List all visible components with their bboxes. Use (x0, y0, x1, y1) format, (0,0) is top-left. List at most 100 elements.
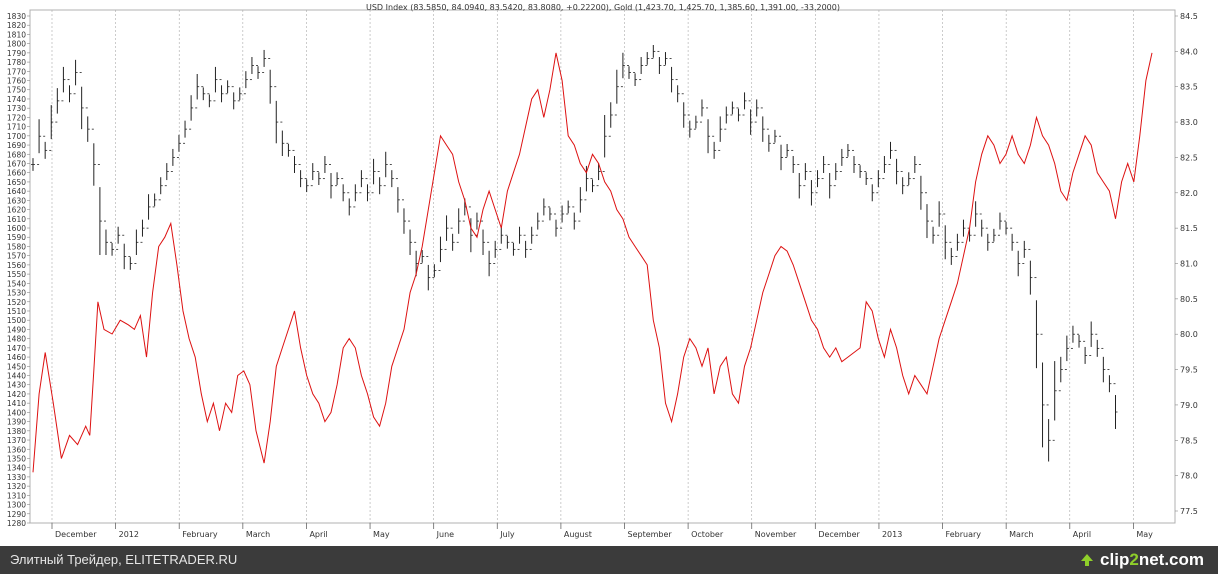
month-label: March (246, 530, 270, 539)
left-tick-label: 1370 (7, 436, 26, 445)
left-tick-label: 1700 (7, 132, 26, 141)
footer-bar: Элитный Трейдер, ELITETRADER.RU clip2net… (0, 546, 1218, 574)
right-tick-label: 83.0 (1180, 118, 1198, 127)
month-label: June (436, 530, 455, 539)
left-axis: 1280129013001310132013301340135013601370… (7, 12, 30, 528)
logo-text-part1: clip (1100, 550, 1130, 569)
left-tick-label: 1420 (7, 390, 26, 399)
month-label: February (946, 530, 982, 539)
month-label: 2012 (119, 530, 139, 539)
right-tick-label: 79.0 (1180, 401, 1198, 410)
right-tick-label: 81.0 (1180, 260, 1198, 269)
right-axis: 77.5 78.0 78.5 79.0 79.5 80.0 80.5 81.0 81.5 82.0… (1175, 12, 1198, 516)
right-tick-label: 83.5 (1180, 83, 1198, 92)
month-label: July (499, 530, 515, 539)
right-tick-label: 78.5 (1180, 436, 1198, 445)
left-tick-label: 1510 (7, 307, 26, 316)
left-tick-label: 1800 (7, 40, 26, 49)
left-tick-label: 1550 (7, 270, 26, 279)
month-label: August (564, 530, 592, 539)
gold-series (32, 52, 1153, 473)
left-tick-label: 1330 (7, 473, 26, 482)
left-tick-label: 1320 (7, 482, 26, 491)
left-tick-label: 1590 (7, 233, 26, 242)
left-tick-label: 1450 (7, 362, 26, 371)
left-tick-label: 1570 (7, 252, 26, 261)
left-tick-label: 1480 (7, 335, 26, 344)
gold-line (32, 52, 1153, 473)
left-tick-label: 1470 (7, 344, 26, 353)
month-label: April (309, 530, 327, 539)
left-tick-label: 1710 (7, 123, 26, 132)
left-tick-label: 1580 (7, 242, 26, 251)
left-tick-label: 1690 (7, 141, 26, 150)
right-tick-label: 84.5 (1180, 12, 1198, 21)
right-tick-label: 81.5 (1180, 224, 1198, 233)
chart-header: USD Index (83.5850, 84.0940, 83.5420, 83… (366, 3, 840, 12)
right-tick-label: 80.0 (1180, 330, 1198, 339)
left-tick-label: 1770 (7, 67, 26, 76)
right-tick-label: 79.5 (1180, 366, 1198, 375)
month-label: February (182, 530, 218, 539)
month-label: December (818, 530, 860, 539)
left-tick-label: 1830 (7, 12, 26, 21)
plot-frame (29, 9, 1176, 524)
month-label: March (1009, 530, 1033, 539)
left-tick-label: 1310 (7, 491, 26, 500)
left-tick-label: 1440 (7, 372, 26, 381)
left-tick-label: 1780 (7, 58, 26, 67)
left-tick-label: 1400 (7, 408, 26, 417)
month-label: October (691, 530, 724, 539)
left-tick-label: 1530 (7, 289, 26, 298)
left-tick-label: 1750 (7, 86, 26, 95)
logo-text-part2: net.com (1138, 550, 1204, 569)
left-tick-label: 1660 (7, 169, 26, 178)
left-tick-label: 1520 (7, 298, 26, 307)
left-tick-label: 1300 (7, 501, 26, 510)
left-tick-label: 1390 (7, 418, 26, 427)
left-tick-label: 1810 (7, 30, 26, 39)
left-tick-label: 1500 (7, 316, 26, 325)
logo-text-accent: 2 (1129, 550, 1139, 569)
left-tick-label: 1650 (7, 178, 26, 187)
left-tick-label: 1640 (7, 187, 26, 196)
footer-source-text: Элитный Трейдер, ELITETRADER.RU (10, 552, 238, 567)
left-tick-label: 1380 (7, 427, 26, 436)
month-label: September (628, 530, 673, 539)
left-tick-label: 1360 (7, 445, 26, 454)
left-tick-label: 1410 (7, 399, 26, 408)
left-tick-label: 1790 (7, 49, 26, 58)
left-tick-label: 1820 (7, 21, 26, 30)
left-tick-label: 1620 (7, 206, 26, 215)
right-tick-label: 82.5 (1180, 153, 1198, 162)
right-tick-label: 77.5 (1180, 507, 1198, 516)
vertical-grid (51, 10, 1134, 523)
left-tick-label: 1560 (7, 261, 26, 270)
month-label: April (1073, 530, 1091, 539)
left-tick-label: 1740 (7, 95, 26, 104)
left-tick-label: 1720 (7, 113, 26, 122)
month-label: May (373, 530, 390, 539)
left-tick-label: 1290 (7, 510, 26, 519)
month-label: November (755, 530, 797, 539)
left-tick-label: 1610 (7, 215, 26, 224)
right-tick-label: 80.5 (1180, 295, 1198, 304)
left-tick-label: 1680 (7, 150, 26, 159)
left-tick-label: 1430 (7, 381, 26, 390)
month-label: 2013 (882, 530, 902, 539)
left-tick-label: 1540 (7, 279, 26, 288)
left-tick-label: 1670 (7, 159, 26, 168)
left-tick-label: 1280 (7, 519, 26, 528)
month-label: May (1136, 530, 1153, 539)
left-tick-label: 1340 (7, 464, 26, 473)
right-tick-label: 82.0 (1180, 189, 1198, 198)
right-tick-label: 78.0 (1180, 472, 1198, 481)
arrow-up-icon (1081, 554, 1094, 566)
left-tick-label: 1490 (7, 325, 26, 334)
left-tick-label: 1630 (7, 196, 26, 205)
left-tick-label: 1760 (7, 77, 26, 86)
clip2net-logo[interactable]: clip2net.com (1080, 550, 1204, 570)
usd-index-series (31, 44, 1118, 462)
right-tick-label: 84.0 (1180, 47, 1198, 56)
month-axis: December 2012 February March April May June Jul… (51, 523, 1153, 539)
